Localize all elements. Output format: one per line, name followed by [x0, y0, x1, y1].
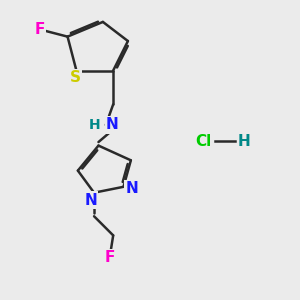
Text: H: H — [89, 118, 100, 132]
Text: N: N — [106, 118, 119, 133]
Text: F: F — [34, 22, 45, 37]
Text: S: S — [69, 70, 80, 86]
Text: N: N — [84, 193, 97, 208]
Text: H: H — [238, 134, 250, 149]
Text: Cl: Cl — [195, 134, 211, 149]
Text: N: N — [125, 181, 138, 196]
Text: F: F — [105, 250, 116, 265]
